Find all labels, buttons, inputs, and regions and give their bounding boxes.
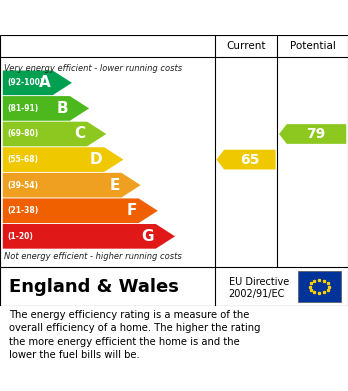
- Text: England & Wales: England & Wales: [9, 278, 179, 296]
- Polygon shape: [3, 224, 175, 249]
- Polygon shape: [279, 124, 346, 144]
- Text: (1-20): (1-20): [7, 232, 33, 241]
- Text: (81-91): (81-91): [7, 104, 38, 113]
- Text: (69-80): (69-80): [7, 129, 38, 138]
- Text: Very energy efficient - lower running costs: Very energy efficient - lower running co…: [4, 64, 182, 73]
- Polygon shape: [3, 70, 72, 95]
- Text: B: B: [57, 101, 68, 116]
- Text: The energy efficiency rating is a measure of the
overall efficiency of a home. T: The energy efficiency rating is a measur…: [9, 310, 260, 360]
- Text: 65: 65: [240, 152, 259, 167]
- Polygon shape: [3, 173, 141, 197]
- Text: EU Directive: EU Directive: [229, 277, 289, 287]
- Text: D: D: [90, 152, 103, 167]
- Bar: [298, 271, 341, 302]
- Polygon shape: [3, 147, 124, 172]
- Text: Not energy efficient - higher running costs: Not energy efficient - higher running co…: [4, 252, 182, 261]
- Text: (21-38): (21-38): [7, 206, 38, 215]
- Text: 79: 79: [307, 127, 326, 141]
- Text: (92-100): (92-100): [7, 78, 44, 87]
- Text: F: F: [127, 203, 137, 218]
- Polygon shape: [3, 122, 106, 146]
- Polygon shape: [3, 96, 89, 121]
- Text: (39-54): (39-54): [7, 181, 38, 190]
- Text: C: C: [74, 127, 85, 142]
- Text: Energy Efficiency Rating: Energy Efficiency Rating: [9, 10, 219, 25]
- Polygon shape: [3, 198, 158, 223]
- Text: A: A: [39, 75, 51, 90]
- Polygon shape: [216, 150, 276, 169]
- Text: 2002/91/EC: 2002/91/EC: [229, 289, 285, 298]
- Text: Current: Current: [226, 41, 266, 51]
- Text: G: G: [142, 229, 154, 244]
- Text: Potential: Potential: [290, 41, 335, 51]
- Text: E: E: [109, 178, 120, 193]
- Text: (55-68): (55-68): [7, 155, 38, 164]
